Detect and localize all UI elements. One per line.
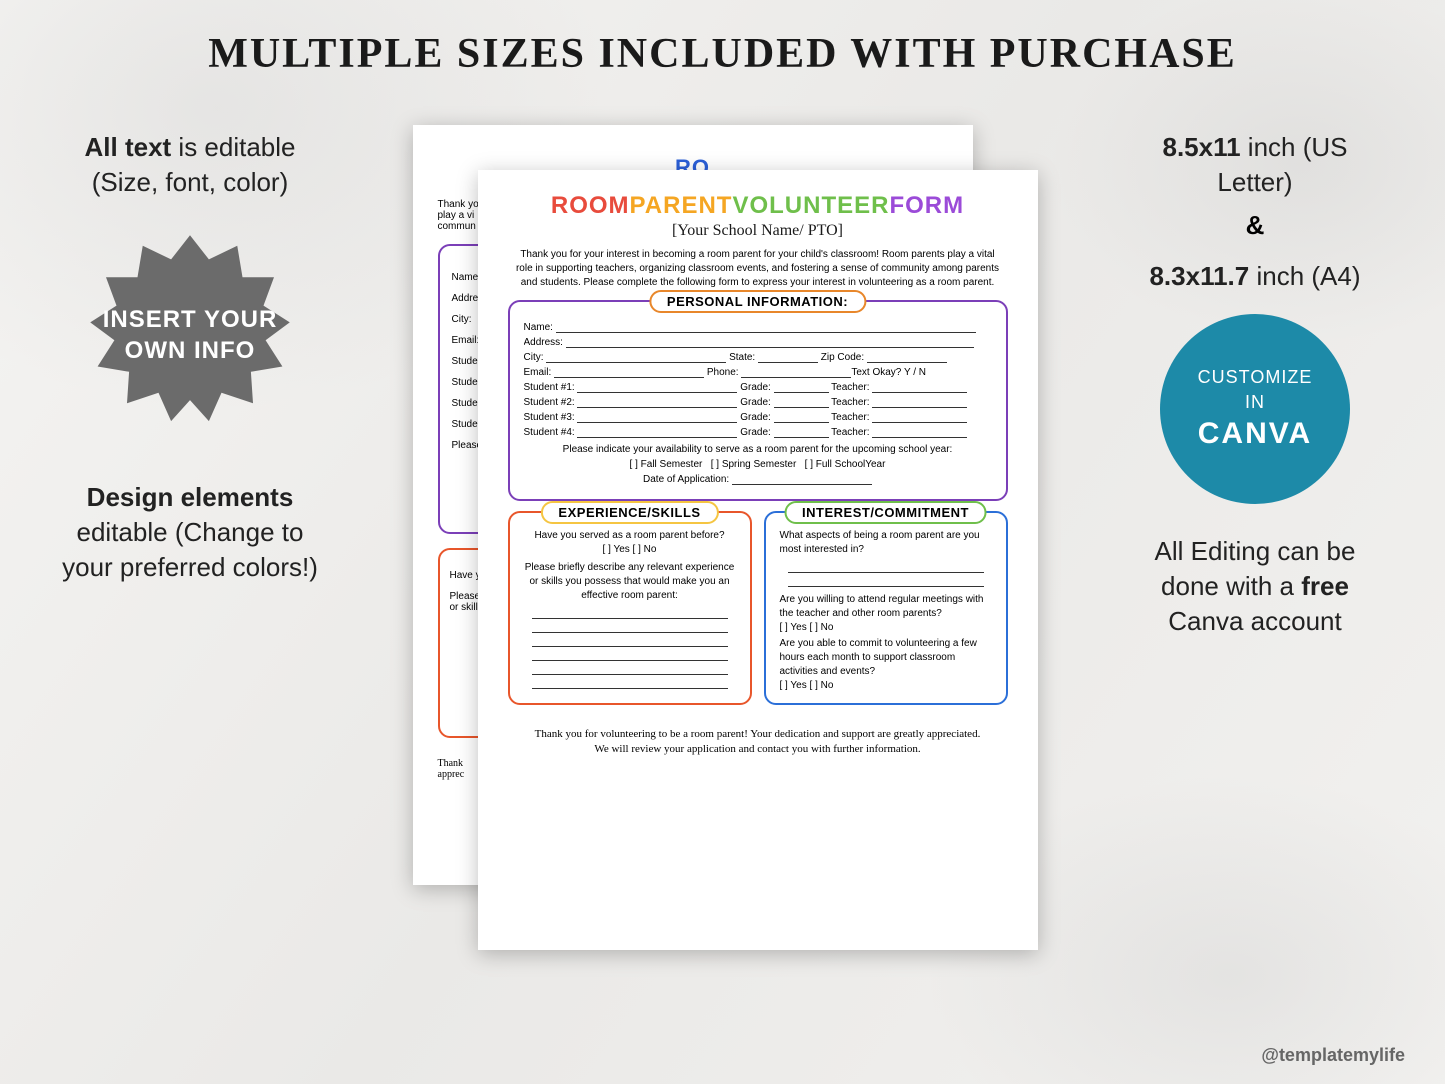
canva-badge: CUSTOMIZE IN CANVA — [1160, 314, 1350, 504]
exp-q2: Please briefly describe any relevant exp… — [524, 561, 736, 603]
feature-free-canva: All Editing can be done with a free Canv… — [1125, 534, 1385, 639]
int-q1: What aspects of being a room parent are … — [780, 529, 992, 557]
label-email: Email: — [524, 367, 552, 378]
size-bold: 8.3x11.7 — [1149, 261, 1249, 291]
student-row: Student #3: Grade: Teacher: — [524, 412, 992, 423]
size-bold: 8.5x11 — [1162, 132, 1240, 162]
int-yn2: [ ] Yes [ ] No — [780, 679, 992, 693]
int-q2: Are you willing to attend regular meetin… — [780, 593, 992, 621]
burst-text: INSERT YOUR OWN INFO — [103, 304, 278, 366]
page-title: MULTIPLE SIZES INCLUDED WITH PURCHASE — [0, 30, 1445, 78]
starburst-badge: INSERT YOUR OWN INFO — [85, 230, 295, 440]
label-state: State: — [729, 352, 755, 363]
label-availability: Please indicate your availability to ser… — [524, 444, 992, 455]
form-intro: Thank you for your interest in becoming … — [508, 248, 1008, 290]
left-column: All text is editable (Size, font, color)… — [60, 130, 320, 615]
size-a4: 8.3x11.7 inch (A4) — [1125, 259, 1385, 294]
section-experience: EXPERIENCE/SKILLS Have you served as a r… — [508, 511, 752, 705]
label-name: Name: — [524, 322, 553, 333]
document-stack: RO Thank you play a vi commun Name:Addre… — [413, 115, 1033, 995]
label-address: Address: — [524, 337, 563, 348]
feature-post: Canva account — [1168, 606, 1341, 636]
school-name: [Your School Name/ PTO] — [508, 222, 1008, 240]
form-title: ROOM PARENT VOLUNTEER FORM — [508, 192, 1008, 220]
watermark: @templatemylife — [1261, 1045, 1405, 1066]
two-column-sections: EXPERIENCE/SKILLS Have you served as a r… — [508, 511, 1008, 715]
opt-full: [ ] Full SchoolYear — [805, 459, 886, 470]
title-word: ROOM — [551, 192, 630, 220]
exp-yn: [ ] Yes [ ] No — [524, 543, 736, 557]
int-lines1 — [780, 561, 992, 587]
right-column: 8.5x11 inch (US Letter) & 8.3x11.7 inch … — [1125, 130, 1385, 670]
feature-rest: editable (Change to your preferred color… — [62, 517, 318, 582]
section-title-interest: INTEREST/COMMITMENT — [784, 501, 987, 524]
feature-bold: Design elements — [87, 482, 294, 512]
opt-fall: [ ] Fall Semester — [630, 459, 703, 470]
title-word: PARENT — [630, 192, 733, 220]
title-word: VOLUNTEER — [732, 192, 889, 220]
feature-design-elements: Design elements editable (Change to your… — [60, 480, 320, 585]
section-title-experience: EXPERIENCE/SKILLS — [540, 501, 718, 524]
badge-line1: CUSTOMIZE — [1198, 367, 1313, 388]
exp-q1: Have you served as a room parent before? — [524, 529, 736, 543]
int-q3: Are you able to commit to volunteering a… — [780, 637, 992, 679]
exp-lines — [524, 607, 736, 689]
student-row: Student #2: Grade: Teacher: — [524, 397, 992, 408]
student-row: Student #4: Grade: Teacher: — [524, 427, 992, 438]
feature-bold: free — [1301, 571, 1349, 601]
badge-line3: CANVA — [1198, 417, 1312, 451]
section-personal: PERSONAL INFORMATION: Name: Address: Cit… — [508, 300, 1008, 501]
label-textok: Text Okay? Y / N — [851, 367, 926, 378]
burst-line1: INSERT YOUR — [103, 304, 278, 335]
page-front: ROOM PARENT VOLUNTEER FORM [Your School … — [478, 170, 1038, 950]
form-thanks: Thank you for volunteering to be a room … — [508, 727, 1008, 758]
badge-line2: IN — [1245, 392, 1265, 413]
opt-spring: [ ] Spring Semester — [711, 459, 797, 470]
student-row: Student #1: Grade: Teacher: — [524, 382, 992, 393]
feature-bold: All text — [85, 132, 172, 162]
section-title-personal: PERSONAL INFORMATION: — [649, 290, 866, 313]
title-word: FORM — [889, 192, 964, 220]
label-phone: Phone: — [707, 367, 739, 378]
ampersand: & — [1125, 210, 1385, 241]
section-interest: INTEREST/COMMITMENT What aspects of bein… — [764, 511, 1008, 705]
label-zip: Zip Code: — [821, 352, 864, 363]
feature-all-text: All text is editable (Size, font, color) — [60, 130, 320, 200]
size-us-letter: 8.5x11 inch (US Letter) — [1125, 130, 1385, 200]
label-city: City: — [524, 352, 544, 363]
size-rest: inch (A4) — [1249, 261, 1360, 291]
int-yn1: [ ] Yes [ ] No — [780, 621, 992, 635]
burst-line2: OWN INFO — [103, 335, 278, 366]
student-rows: Student #1: Grade: Teacher: Student #2: … — [524, 382, 992, 438]
label-dateapp: Date of Application: — [643, 474, 729, 485]
